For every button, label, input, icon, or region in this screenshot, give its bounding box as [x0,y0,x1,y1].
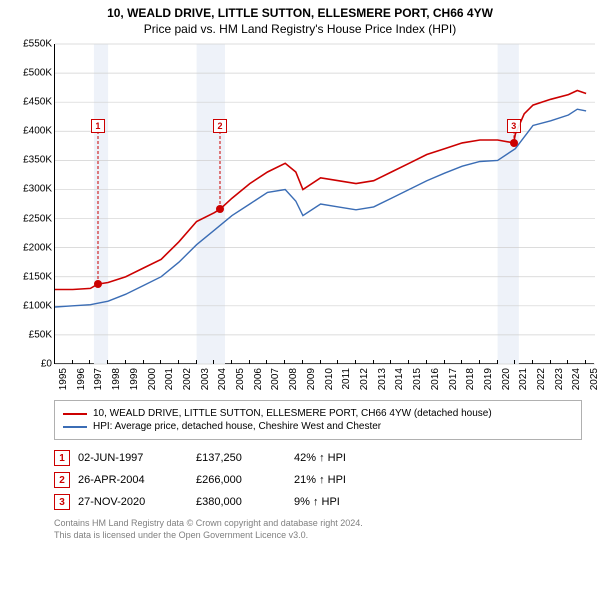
x-tick-label: 2000 [147,368,158,390]
x-tick-label: 2005 [235,368,246,390]
x-tick-label: 2015 [412,368,423,390]
x-tick-label: 1997 [93,368,104,390]
y-tick-label: £500K [23,68,52,79]
transaction-price: £266,000 [196,474,286,486]
x-tick-label: 2008 [288,368,299,390]
transaction-row: 1 02-JUN-1997 £137,250 42% ↑ HPI [54,450,582,466]
transaction-marker-box: 3 [54,494,70,510]
x-tick-label: 2002 [182,368,193,390]
y-tick-label: £250K [23,213,52,224]
x-tick-label: 2001 [164,368,175,390]
transaction-marker-box: 2 [54,472,70,488]
y-tick-label: £400K [23,126,52,137]
transaction-date: 26-APR-2004 [78,474,188,486]
transaction-row: 2 26-APR-2004 £266,000 21% ↑ HPI [54,472,582,488]
copyright-line-2: This data is licensed under the Open Gov… [54,530,582,542]
transaction-date: 02-JUN-1997 [78,452,188,464]
chart-area: £0 £50K £100K £150K £200K £250K £300K £350K £400… [8,44,592,396]
legend-label: HPI: Average price, detached house, Ches… [93,421,381,432]
y-tick-label: £0 [41,359,52,370]
y-tick-label: £150K [23,271,52,282]
transaction-marker-flag: 1 [91,119,105,133]
legend-label: 10, WEALD DRIVE, LITTLE SUTTON, ELLESMER… [93,408,492,419]
x-tick-label: 2021 [518,368,529,390]
x-tick-label: 2017 [448,368,459,390]
transaction-pct-vs-hpi: 42% ↑ HPI [294,452,394,464]
transaction-pct-vs-hpi: 21% ↑ HPI [294,474,394,486]
transaction-marker-flag: 3 [507,119,521,133]
x-tick-label: 1998 [111,368,122,390]
x-tick-label: 2010 [324,368,335,390]
legend-swatch [63,409,87,419]
x-tick-label: 2024 [571,368,582,390]
y-tick-label: £200K [23,242,52,253]
x-tick-label: 2020 [501,368,512,390]
x-tick-label: 1999 [129,368,140,390]
x-tick-label: 1995 [58,368,69,390]
transaction-marker-flag: 2 [213,119,227,133]
transaction-date: 27-NOV-2020 [78,496,188,508]
x-tick-label: 2016 [430,368,441,390]
transaction-marker-box: 1 [54,450,70,466]
transactions-table: 1 02-JUN-1997 £137,250 42% ↑ HPI 2 26-AP… [54,450,582,510]
copyright-line-1: Contains HM Land Registry data © Crown c… [54,518,582,530]
x-tick-label: 2011 [341,368,352,390]
y-tick-label: £50K [29,329,52,340]
copyright-notice: Contains HM Land Registry data © Crown c… [54,518,582,541]
y-axis: £0£50K£100K£150K£200K£250K£300K£350K£400… [8,44,54,364]
transaction-price: £380,000 [196,496,286,508]
x-tick-label: 2013 [377,368,388,390]
legend-box: 10, WEALD DRIVE, LITTLE SUTTON, ELLESMER… [54,400,582,440]
y-tick-label: £300K [23,184,52,195]
transaction-pct-vs-hpi: 9% ↑ HPI [294,496,394,508]
transaction-row: 3 27-NOV-2020 £380,000 9% ↑ HPI [54,494,582,510]
chart-titles: 10, WEALD DRIVE, LITTLE SUTTON, ELLESMER… [8,6,592,36]
x-tick-label: 2025 [589,368,600,390]
x-tick-label: 2012 [359,368,370,390]
y-tick-label: £100K [23,300,52,311]
plot-region: 1 2 3 [54,44,594,364]
x-tick-label: 2019 [483,368,494,390]
x-tick-label: 1996 [76,368,87,390]
transaction-price: £137,250 [196,452,286,464]
title-line-2: Price paid vs. HM Land Registry's House … [8,22,592,36]
x-tick-label: 2018 [465,368,476,390]
x-tick-label: 2022 [536,368,547,390]
y-tick-label: £350K [23,155,52,166]
title-line-1: 10, WEALD DRIVE, LITTLE SUTTON, ELLESMER… [8,6,592,20]
transaction-dot [510,139,518,147]
legend-item-hpi: HPI: Average price, detached house, Ches… [63,421,573,432]
y-tick-label: £450K [23,97,52,108]
legend-item-property: 10, WEALD DRIVE, LITTLE SUTTON, ELLESMER… [63,408,573,419]
x-tick-label: 2014 [394,368,405,390]
x-tick-label: 2007 [270,368,281,390]
x-tick-label: 2023 [554,368,565,390]
y-tick-label: £550K [23,39,52,50]
x-tick-label: 2006 [253,368,264,390]
transaction-dot [94,280,102,288]
x-tick-label: 2003 [200,368,211,390]
x-tick-label: 2009 [306,368,317,390]
transaction-dot [216,205,224,213]
x-axis: 1995 1996 1997 1998 1999 2000 2001 2002 2003 2004… [54,364,594,396]
legend-swatch [63,422,87,432]
x-tick-label: 2004 [217,368,228,390]
